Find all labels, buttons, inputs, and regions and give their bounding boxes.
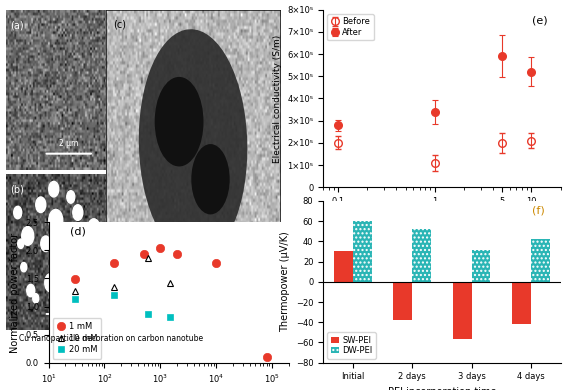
Circle shape	[73, 205, 83, 220]
Text: Cu nanoparticle decoration on carbon nanotube: Cu nanoparticle decoration on carbon nan…	[19, 334, 204, 343]
Bar	[471, 250, 490, 282]
10 mM	[166, 281, 173, 285]
Circle shape	[77, 277, 85, 289]
Circle shape	[27, 284, 35, 297]
Circle shape	[22, 227, 34, 245]
Text: (e): (e)	[532, 15, 548, 25]
Circle shape	[35, 197, 46, 213]
Circle shape	[88, 219, 100, 238]
1 mM	[157, 245, 164, 250]
Bar	[394, 282, 412, 320]
Legend: 1 mM, 10 mM, 20 mM: 1 mM, 10 mM, 20 mM	[53, 318, 101, 358]
10 mM	[72, 289, 79, 293]
Circle shape	[45, 273, 57, 292]
Circle shape	[49, 181, 59, 197]
1 mM	[263, 355, 270, 360]
Circle shape	[62, 238, 70, 250]
Circle shape	[49, 209, 63, 231]
Ellipse shape	[139, 29, 247, 259]
1 mM	[72, 277, 79, 281]
Legend: SW-PEI, DW-PEI: SW-PEI, DW-PEI	[327, 332, 376, 358]
Bar	[353, 221, 372, 282]
Text: (c): (c)	[113, 20, 126, 29]
10 mM	[145, 255, 152, 260]
Circle shape	[67, 191, 75, 203]
Line: 10 mM: 10 mM	[72, 254, 174, 294]
Line: 20 mM: 20 mM	[72, 292, 174, 320]
20 mM	[72, 297, 79, 301]
20 mM	[166, 314, 173, 319]
Text: (d): (d)	[70, 227, 86, 236]
Circle shape	[82, 253, 90, 266]
Text: (b): (b)	[10, 184, 23, 195]
Circle shape	[14, 206, 22, 219]
Legend: Before, After: Before, After	[327, 14, 374, 40]
Text: 2 μm: 2 μm	[59, 139, 78, 148]
Bar	[412, 229, 431, 282]
Y-axis label: Thermopower (μV/K): Thermopower (μV/K)	[280, 231, 290, 332]
X-axis label: PEI incorporation time: PEI incorporation time	[388, 387, 496, 390]
Circle shape	[85, 294, 91, 303]
Circle shape	[18, 239, 24, 248]
Text: 2 μm: 2 μm	[59, 299, 78, 308]
20 mM	[111, 293, 118, 298]
Text: 5 nm: 5 nm	[228, 291, 249, 300]
1 mM	[140, 252, 147, 257]
Bar	[334, 252, 353, 282]
Circle shape	[55, 244, 66, 259]
1 mM	[213, 261, 220, 266]
Y-axis label: Normalized power factor: Normalized power factor	[10, 232, 20, 353]
Circle shape	[21, 262, 27, 272]
Text: (a): (a)	[10, 21, 23, 31]
1 mM	[174, 252, 181, 257]
Bar	[452, 282, 471, 339]
1 mM	[111, 261, 118, 266]
Y-axis label: Electrical conductivity (S/m): Electrical conductivity (S/m)	[273, 34, 281, 163]
20 mM	[145, 312, 152, 317]
Line: 1 mM: 1 mM	[71, 243, 271, 361]
Circle shape	[154, 77, 204, 167]
Circle shape	[33, 294, 39, 303]
Text: (f): (f)	[532, 206, 545, 216]
X-axis label: F₄TCNQ concentration (mM): F₄TCNQ concentration (mM)	[374, 211, 510, 222]
Bar	[531, 239, 550, 282]
Circle shape	[191, 144, 230, 214]
Circle shape	[61, 301, 67, 311]
Bar	[512, 282, 531, 324]
Circle shape	[41, 236, 51, 252]
10 mM	[111, 285, 118, 289]
